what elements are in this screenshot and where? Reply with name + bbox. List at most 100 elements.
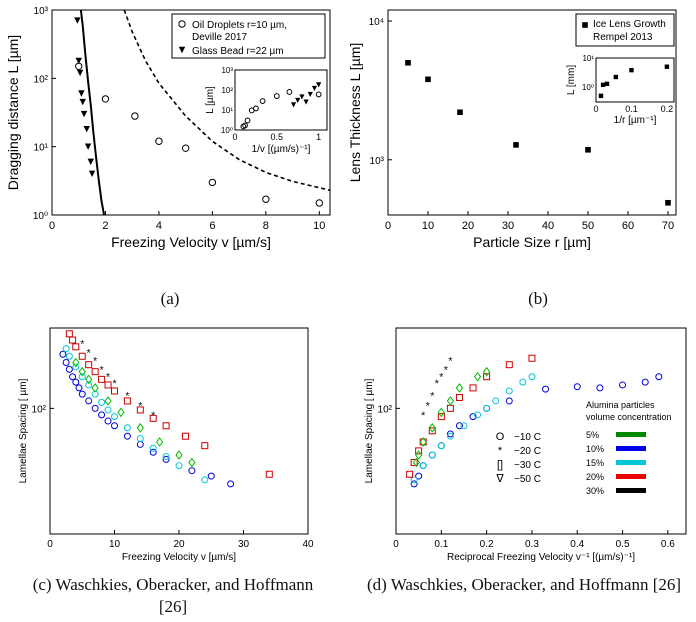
chart-a-xtick-label: 8 bbox=[263, 220, 269, 232]
chart-c-point-circle bbox=[136, 440, 144, 448]
chart-c-svg: 0 10 20 30 40 10² Freezing Velocity v [µm/s] La… bbox=[18, 327, 314, 563]
chart-c-point-circle bbox=[188, 467, 196, 475]
chart-d-point-circle bbox=[437, 442, 445, 450]
chart-d-legend-marker-label: −10 C bbox=[514, 432, 541, 443]
chart-b-svg: 0 10 20 30 40 50 60 70 10³ 10⁴ Particle Size r [µm… bbox=[347, 9, 677, 250]
chart-b-inset-point bbox=[598, 93, 604, 99]
chart-b-xtick-label: 40 bbox=[542, 220, 554, 232]
chart-d-point-circle bbox=[528, 373, 536, 381]
chart-a-point-open-circle bbox=[262, 195, 270, 203]
chart-d-point-star: * bbox=[421, 410, 426, 422]
chart-c-point-circle bbox=[207, 472, 215, 480]
caption-d: (d) Waschkies, Oberacker, and Hoffmann [… bbox=[366, 575, 682, 594]
chart-d-point-circle bbox=[542, 385, 550, 393]
chart-a-point-open-circle bbox=[155, 137, 163, 145]
chart-a-inset-xlabel: 1/v [(µm/s)⁻¹] bbox=[252, 144, 311, 155]
chart-d-point-star: * bbox=[426, 400, 431, 412]
chart-c-point-square bbox=[265, 470, 273, 478]
chart-d-legend-color-swatch bbox=[616, 460, 646, 465]
chart-a-point-filled-triangle-down bbox=[74, 17, 81, 24]
chart-c-xtick-label: 40 bbox=[302, 539, 314, 550]
chart-a-point-open-circle bbox=[131, 112, 139, 120]
chart-d-legend-color-title-1: Alumina particles bbox=[586, 400, 655, 410]
chart-c-point-circle bbox=[162, 452, 170, 460]
chart-a-ytick-label: 10⁰ bbox=[33, 211, 48, 222]
chart-c-point-circle bbox=[162, 455, 170, 463]
chart-d-point-star: * bbox=[439, 372, 444, 384]
chart-c-point-star: * bbox=[112, 378, 117, 390]
chart-a-inset-point-open bbox=[315, 91, 322, 98]
chart-c-point-circle bbox=[69, 373, 77, 381]
chart-b-point bbox=[665, 199, 671, 206]
chart-d-point-square bbox=[483, 373, 491, 381]
chart-c-point-circle bbox=[72, 363, 80, 371]
chart-d-point-circle bbox=[492, 397, 500, 405]
chart-c-point-circle bbox=[65, 365, 73, 373]
chart-c-point-diamond bbox=[175, 450, 183, 460]
chart-d-xtick-label: 0.1 bbox=[434, 539, 448, 550]
chart-a-inset-ytick-label: 10⁰ bbox=[221, 126, 233, 135]
chart-b-legend-label-1: Ice Lens Growth bbox=[593, 19, 666, 30]
chart-c-point-diamond bbox=[104, 396, 112, 406]
chart-b-ylabel: Lens Thickness L [µm] bbox=[348, 43, 363, 183]
chart-a-inset-point-open bbox=[253, 105, 259, 112]
chart-d-xtick-label: 0.6 bbox=[661, 539, 675, 550]
chart-d-point-circle bbox=[446, 432, 454, 440]
chart-b-inset-xtick-label: 0 bbox=[593, 104, 598, 114]
chart-b-inset-xtick-label: 0.2 bbox=[661, 104, 674, 114]
chart-a-inset-ytick-label: 10² bbox=[221, 86, 233, 95]
chart-c-point-square bbox=[91, 368, 99, 376]
chart-a-xtick-label: 4 bbox=[156, 220, 162, 232]
chart-b-xtick-label: 50 bbox=[582, 220, 594, 232]
chart-c-xtick-label: 0 bbox=[47, 539, 53, 550]
chart-c-point-circle bbox=[104, 406, 112, 414]
chart-c-point-circle bbox=[227, 480, 235, 488]
chart-c-point-circle bbox=[85, 381, 93, 389]
chart-b: 0 10 20 30 40 50 60 70 10³ 10⁴ Particle Size r [µm… bbox=[347, 0, 696, 280]
chart-d-legend-marker-label: −20 C bbox=[514, 446, 541, 457]
chart-a-inset-point-open bbox=[286, 89, 293, 95]
chart-d-xtick-label: 0 bbox=[393, 539, 399, 550]
chart-c-point-square bbox=[65, 330, 73, 338]
chart-d-point-diamond bbox=[412, 457, 421, 468]
chart-c-point-square bbox=[78, 352, 86, 360]
chart-a-ytick-label: 10² bbox=[34, 74, 49, 85]
chart-d-point-circle bbox=[641, 378, 649, 386]
chart-b-legend-label-2: Rempel 2013 bbox=[593, 32, 653, 43]
chart-a-ytick-label: 10¹ bbox=[34, 143, 49, 154]
chart-b-inset-ytick-label: 10¹ bbox=[582, 54, 594, 63]
chart-d-point-square bbox=[410, 458, 418, 466]
chart-d-xtick-label: 0.5 bbox=[616, 539, 630, 550]
chart-c-point-square bbox=[72, 343, 80, 351]
chart-a-point-filled-triangle-down bbox=[87, 158, 94, 166]
chart-c-point-diamond bbox=[136, 422, 144, 433]
caption-c: (c) Waschkies, Oberacker, and Hoffmann [… bbox=[32, 575, 314, 616]
chart-d-legend-marker-label: −50 C bbox=[514, 474, 541, 485]
chart-c-point-circle bbox=[104, 417, 112, 425]
chart-a-axes-frame bbox=[51, 9, 331, 216]
chart-c-point-circle bbox=[62, 345, 70, 353]
chart-c-point-circle bbox=[78, 390, 86, 398]
chart-c-point-circle bbox=[201, 476, 209, 484]
chart-c-point-circle bbox=[85, 397, 93, 405]
chart-d-point-diamond bbox=[428, 422, 436, 433]
chart-d-point-circle bbox=[519, 378, 527, 386]
chart-b-point bbox=[425, 76, 431, 83]
chart-d-point-square bbox=[505, 361, 513, 369]
chart-c-point-circle bbox=[149, 444, 157, 452]
chart-c-point-circle bbox=[149, 448, 157, 456]
chart-b-legend-marker bbox=[582, 22, 588, 28]
chart-c-point-square bbox=[162, 422, 170, 430]
chart-d-point-circle bbox=[655, 373, 663, 381]
chart-a-curve-solid bbox=[79, 10, 106, 215]
chart-c-point-square bbox=[149, 414, 157, 422]
chart-d-point-circle bbox=[410, 480, 418, 488]
chart-a-point-filled-triangle-down bbox=[75, 57, 82, 65]
chart-a-legend-marker-glass bbox=[178, 46, 186, 54]
chart-c-point-circle bbox=[59, 350, 67, 358]
chart-a-inset-point-open bbox=[273, 93, 280, 99]
chart-a-point-open-circle bbox=[181, 144, 190, 152]
chart-d-point-diamond bbox=[419, 437, 427, 447]
chart-c-point-star: * bbox=[151, 410, 156, 422]
chart-d-point-circle bbox=[455, 422, 463, 430]
